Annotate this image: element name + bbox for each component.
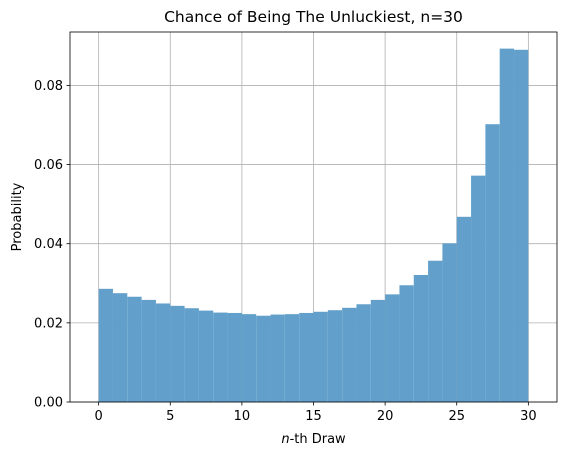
y-tick-label: 0.08 [34, 79, 63, 94]
x-tick-label: 30 [520, 409, 537, 424]
histogram-bar [313, 311, 328, 402]
y-axis-ticks: 0.00 0.02 0.04 0.06 0.08 [34, 79, 70, 411]
histogram-bar [170, 305, 185, 402]
x-tick-label: 25 [448, 409, 465, 424]
histogram-bar [184, 308, 199, 402]
y-tick-label: 0.04 [34, 237, 63, 252]
histogram-bar [499, 48, 515, 402]
histogram-bar [198, 310, 214, 402]
histogram-bar [141, 299, 156, 402]
histogram-bar [112, 293, 128, 402]
x-tick-label: 5 [166, 409, 174, 424]
histogram-bar [127, 296, 142, 402]
histogram-bar [456, 216, 472, 402]
histogram-bars [98, 48, 529, 402]
y-axis-label: Probability [10, 182, 25, 251]
y-tick-label: 0.02 [34, 316, 63, 331]
x-tick-label: 10 [234, 409, 251, 424]
histogram-bar [514, 49, 529, 402]
histogram-bar [299, 312, 314, 402]
histogram-bar [428, 260, 443, 402]
histogram-bar [471, 175, 486, 402]
histogram-bar [442, 243, 457, 402]
x-tick-label: 15 [305, 409, 322, 424]
histogram-bar [284, 314, 300, 402]
histogram-bar [327, 310, 343, 402]
histogram-bar [413, 274, 429, 402]
histogram-bar [155, 303, 171, 402]
y-tick-label: 0.06 [34, 158, 63, 173]
x-axis-label-rest: -th Draw [290, 432, 346, 447]
histogram-bar [485, 124, 500, 402]
histogram-bar [256, 315, 271, 402]
histogram-bar [98, 288, 113, 402]
histogram-bar [356, 304, 371, 402]
histogram-bar [385, 294, 400, 402]
x-tick-label: 20 [377, 409, 394, 424]
histogram-bar [270, 314, 285, 402]
histogram-bar [370, 299, 386, 402]
chart-title: Chance of Being The Unluckiest, n=30 [164, 8, 463, 26]
x-axis-ticks: 0 5 10 15 20 25 30 [95, 402, 537, 424]
y-tick-label: 0.00 [34, 396, 63, 411]
x-axis-label: n-th Draw [281, 432, 346, 447]
histogram-bar [399, 285, 414, 402]
histogram-bar [241, 314, 257, 402]
histogram-bar [227, 312, 242, 402]
histogram-bar [213, 312, 228, 402]
histogram-bar [342, 307, 357, 402]
x-tick-label: 0 [95, 409, 103, 424]
x-axis-label-italic: n [281, 432, 289, 447]
